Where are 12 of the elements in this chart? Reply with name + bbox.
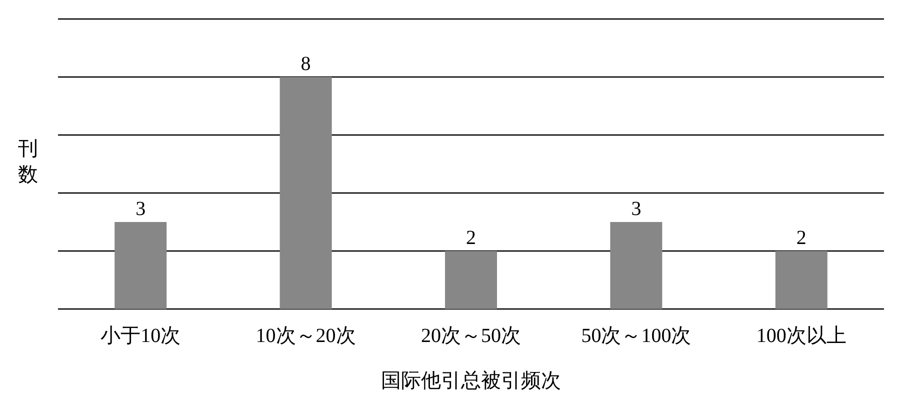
data-label: 8 [300, 53, 311, 75]
x-tick-label: 10次～20次 [256, 325, 356, 347]
data-label: 3 [136, 198, 146, 220]
x-axis-title: 国际他引总被引频次 [381, 370, 561, 392]
x-tick-label: 20次～50次 [421, 325, 521, 347]
x-tick-label: 50次～100次 [581, 325, 692, 347]
data-label: 2 [466, 227, 476, 249]
data-label: 2 [796, 227, 806, 249]
data-label: 3 [631, 198, 642, 220]
y-axis-title: 刊数 [18, 138, 38, 186]
x-tick-label: 小于10次 [100, 325, 181, 347]
x-tick-label: 100次以上 [756, 325, 846, 347]
